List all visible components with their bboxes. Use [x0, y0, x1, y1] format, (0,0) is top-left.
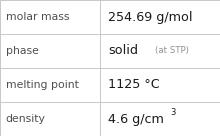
Text: molar mass: molar mass: [6, 12, 69, 22]
Text: solid: solid: [108, 44, 138, 58]
Text: 254.69 g/mol: 254.69 g/mol: [108, 10, 192, 24]
Text: melting point: melting point: [6, 80, 78, 90]
Text: 4.6 g/cm: 4.6 g/cm: [108, 112, 164, 126]
Text: 3: 3: [170, 108, 176, 117]
Text: phase: phase: [6, 46, 38, 56]
Text: (at STP): (at STP): [155, 47, 189, 55]
Text: density: density: [6, 114, 45, 124]
Text: 1125 °C: 1125 °C: [108, 78, 160, 92]
